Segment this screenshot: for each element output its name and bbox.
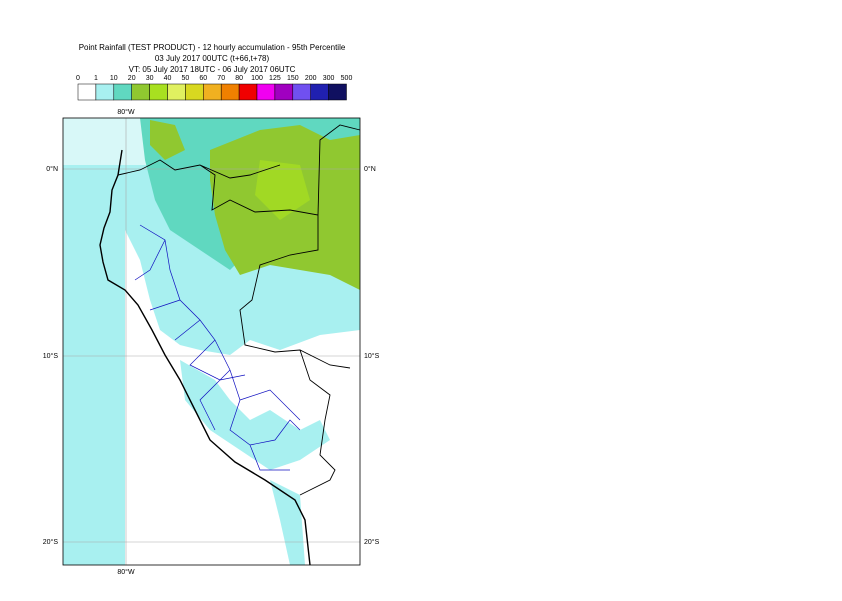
lon-label: 80°W [117, 108, 135, 116]
legend-label: 80 [235, 75, 243, 82]
legend-label: 70 [217, 75, 225, 82]
subtitle: 03 July 2017 00UTC (t+66,t+78) [155, 54, 270, 63]
lat-label: 10°S [43, 352, 59, 360]
regions [134, 224, 301, 471]
legend-swatch [131, 83, 150, 101]
legend-swatch [167, 83, 186, 101]
coastline [99, 149, 311, 566]
legend-swatch [256, 83, 276, 101]
legend-label: 500 [341, 75, 353, 82]
lat-label: 20°S [43, 538, 59, 546]
borders [117, 124, 361, 496]
legend-label: 100 [251, 75, 263, 82]
map [62, 117, 361, 566]
legend-swatch [77, 83, 97, 101]
legend-swatch [95, 83, 115, 101]
legend-label: 60 [199, 75, 207, 82]
lon-label: 80°W [117, 568, 135, 576]
legend-label: 200 [305, 75, 317, 82]
legend-swatch [185, 83, 204, 101]
valid-time: VT: 05 July 2017 18UTC - 06 July 2017 06… [129, 65, 296, 74]
legend-label: 40 [164, 75, 172, 82]
legend-label: 10 [110, 75, 118, 82]
graticule [63, 118, 360, 565]
legend-label: 1 [94, 75, 98, 82]
legend-label: 0 [76, 75, 80, 82]
legend-swatch [310, 83, 329, 101]
lat-label: 20°S [364, 538, 380, 546]
legend-label: 150 [287, 75, 299, 82]
legend-swatch [220, 83, 240, 101]
lat-label: 0°N [46, 165, 58, 173]
legend: 0 1 10 20 30 40 50 60 70 80 100 125 150 200 300 500 [76, 75, 353, 101]
title: Point Rainfall (TEST PRODUCT) - 12 hourl… [79, 43, 346, 52]
legend-label: 30 [146, 75, 154, 82]
lat-label: 0°N [364, 165, 376, 173]
legend-label: 50 [182, 75, 190, 82]
legend-swatch [274, 83, 294, 101]
lat-label: 10°S [364, 352, 380, 360]
legend-swatch [149, 83, 168, 101]
legend-swatch [203, 83, 222, 101]
legend-label: 125 [269, 75, 281, 82]
legend-swatch [328, 83, 347, 101]
legend-swatch [113, 83, 132, 101]
legend-swatch [292, 83, 311, 101]
legend-swatch [238, 83, 258, 101]
legend-label: 20 [128, 75, 136, 82]
legend-label: 300 [323, 75, 335, 82]
